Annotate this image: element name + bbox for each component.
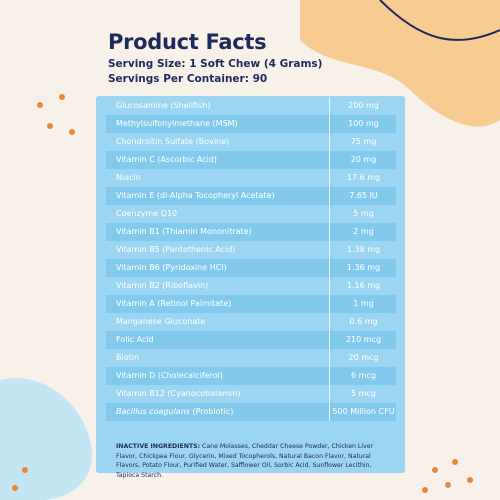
ingredient-name: Vitamin A (Retinol Palmitate): [116, 295, 231, 313]
table-row: Bacillus coagulans (Probiotic) 500 Millio…: [106, 403, 396, 421]
ingredient-name: Vitamin B6 (Pyridoxine HCl): [116, 259, 227, 277]
table-row: Vitamin B6 (Pyridoxine HCl) 1.36 mg: [106, 259, 396, 277]
inactive-label: INACTIVE INGREDIENTS:: [116, 443, 201, 450]
table-row: Vitamin B2 (Riboflavin) 1.16 mg: [106, 277, 396, 295]
ingredient-italic: Bacillus coagulans: [116, 407, 190, 416]
table-row: Biotin 20 mcg: [106, 349, 396, 367]
ingredient-amount: 210 mcg: [329, 331, 397, 349]
ingredient-name: Vitamin B12 (Cyanocobalamin): [116, 385, 240, 403]
ingredient-name: Methylsulfonylmethane (MSM): [116, 115, 238, 133]
table-row: Niacin 17.6 mg: [106, 169, 396, 187]
serving-size: Serving Size: 1 Soft Chew (4 Grams): [108, 58, 323, 70]
ingredient-amount: 6 mcg: [329, 367, 397, 385]
ingredient-name: Vitamin E (dl-Alpha Tocopheryl Acetate): [116, 187, 275, 205]
ingredient-amount: 2 mg: [329, 223, 397, 241]
ingredient-amount: 1 mg: [329, 295, 397, 313]
ingredient-amount: 5 mcg: [329, 385, 397, 403]
ingredient-name: Glucosamine (Shellfish): [116, 97, 210, 115]
ingredient-amount: 7.65 IU: [329, 187, 397, 205]
curve: [379, 0, 500, 41]
ingredient-label: Vitamin B12 (Cyanocobalamin): [116, 389, 241, 398]
ingredient-name: Coenzyme Q10: [116, 205, 177, 223]
ingredient-name: Biotin: [116, 349, 139, 367]
ingredient-amount: 5 mg: [329, 205, 397, 223]
ingredient-name: Vitamin D (Cholecalciferol): [116, 367, 223, 385]
table-row: Vitamin E (dl-Alpha Tocopheryl Acetate) 7…: [106, 187, 396, 205]
ingredient-label: Vitamin B1 (Thiamin Mononitrate): [116, 227, 252, 236]
ingredient-label: Methylsulfonylmethane (MSM): [116, 119, 238, 128]
ingredient-amount: 200 mg: [329, 97, 397, 115]
ingredient-amount: 500 Million CFU: [329, 403, 397, 421]
ingredient-label: Vitamin A (Retinol Palmitate): [116, 299, 232, 308]
ingredient-amount: 1.36 mg: [329, 259, 397, 277]
blue-blob: [0, 378, 92, 500]
ingredient-label: Vitamin D (Cholecalciferol): [116, 371, 223, 380]
ingredient-name: Bacillus coagulans (Probiotic): [116, 403, 233, 421]
ingredient-label: Vitamin B5 (Pantothenic Acid): [116, 245, 236, 254]
title: Product Facts: [108, 30, 267, 54]
ingredient-name: Vitamin B2 (Riboflavin): [116, 277, 208, 295]
ingredient-label: Chondroitin Sulfate (Bovine): [116, 137, 230, 146]
servings-per-container: Servings Per Container: 90: [108, 73, 268, 85]
table-row: Vitamin B5 (Pantothenic Acid) 1.38 mg: [106, 241, 396, 259]
table-row: Vitamin B1 (Thiamin Mononitrate) 2 mg: [106, 223, 396, 241]
ingredient-label: Vitamin E (dl-Alpha Tocopheryl Acetate): [116, 191, 275, 200]
table-row: Methylsulfonylmethane (MSM) 100 mg: [106, 115, 396, 133]
table-row: Glucosamine (Shellfish) 200 mg: [106, 97, 396, 115]
table-row: Manganese Gluconate 0.6 mg: [106, 313, 396, 331]
ingredient-label: Vitamin B2 (Riboflavin): [116, 281, 209, 290]
inactive-text: Cane Molasses, Cheddar Cheese Powder, Ch…: [116, 443, 374, 479]
inactive-ingredients: INACTIVE INGREDIENTS: Cane Molasses, Che…: [116, 442, 388, 480]
ingredient-name: Niacin: [116, 169, 141, 187]
ingredient-amount: 20 mcg: [329, 349, 397, 367]
table-row: Vitamin B12 (Cyanocobalamin) 5 mcg: [106, 385, 396, 403]
facts-panel: INACTIVE INGREDIENTS: Cane Molasses, Che…: [96, 96, 405, 479]
table-row: Vitamin C (Ascorbic Acid) 20 mg: [106, 151, 396, 169]
ingredient-name: Vitamin B1 (Thiamin Mononitrate): [116, 223, 252, 241]
table-row: Vitamin D (Cholecalciferol) 6 mcg: [106, 367, 396, 385]
ingredient-label: Glucosamine (Shellfish): [116, 101, 211, 110]
ingredient-amount: 20 mg: [329, 151, 397, 169]
peach-blob: [300, 0, 500, 127]
ingredient-label: (Probiotic): [192, 407, 234, 416]
ingredient-amount: 1.38 mg: [329, 241, 397, 259]
ingredient-name: Vitamin B5 (Pantothenic Acid): [116, 241, 235, 259]
ingredient-amount: 75 mg: [329, 133, 397, 151]
ingredient-amount: 1.16 mg: [329, 277, 397, 295]
ingredient-label: Folic Acid: [116, 335, 154, 344]
ingredient-label: Biotin: [116, 353, 140, 362]
ingredient-name: Folic Acid: [116, 331, 154, 349]
ingredient-name: Chondroitin Sulfate (Bovine): [116, 133, 229, 151]
ingredient-amount: 100 mg: [329, 115, 397, 133]
ingredient-name: Manganese Gluconate: [116, 313, 205, 331]
table-row: Chondroitin Sulfate (Bovine) 75 mg: [106, 133, 396, 151]
ingredient-label: Niacin: [116, 173, 141, 182]
table-row: Coenzyme Q10 5 mg: [106, 205, 396, 223]
table-row: Folic Acid 210 mcg: [106, 331, 396, 349]
ingredient-label: Manganese Gluconate: [116, 317, 206, 326]
ingredient-amount: 0.6 mg: [329, 313, 397, 331]
ingredient-amount: 17.6 mg: [329, 169, 397, 187]
ingredient-label: Coenzyme Q10: [116, 209, 178, 218]
table-row: Vitamin A (Retinol Palmitate) 1 mg: [106, 295, 396, 313]
ingredient-label: Vitamin B6 (Pyridoxine HCl): [116, 263, 227, 272]
ingredient-label: Vitamin C (Ascorbic Acid): [116, 155, 218, 164]
dots: [12, 94, 473, 493]
ingredient-name: Vitamin C (Ascorbic Acid): [116, 151, 217, 169]
